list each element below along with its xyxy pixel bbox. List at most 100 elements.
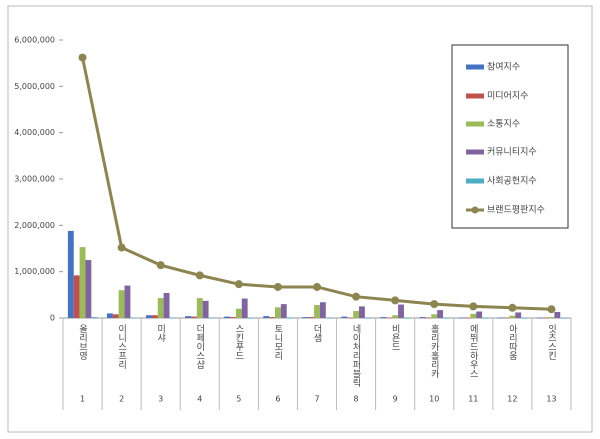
y-tick-label: 1,000,000	[14, 267, 55, 276]
line-marker	[508, 303, 517, 312]
bar	[515, 312, 522, 318]
bar	[497, 317, 504, 319]
bar	[169, 317, 176, 319]
line-marker	[273, 282, 282, 291]
bar	[509, 315, 516, 318]
legend-label: 브랜드평판지수	[487, 205, 545, 216]
bar	[325, 317, 332, 319]
bar	[106, 313, 113, 318]
x-tick-label: 토니모리	[272, 324, 282, 361]
y-tick-label: 3,000,000	[14, 175, 55, 184]
bar	[224, 316, 231, 318]
bar	[79, 247, 86, 318]
bar	[314, 305, 320, 318]
y-tick-label: 0	[50, 314, 55, 323]
rank-label: 9	[393, 395, 398, 404]
rank-label: 12	[507, 395, 517, 404]
x-tick-label: 비욘드	[390, 324, 400, 351]
bar	[302, 317, 309, 318]
line-marker	[430, 300, 439, 309]
bar	[341, 316, 348, 318]
legend-swatch	[466, 149, 484, 155]
bar	[380, 317, 387, 318]
line-marker	[117, 243, 126, 252]
bar	[151, 315, 158, 318]
rank-label: 7	[314, 395, 319, 404]
legend-label: 사회공헌지수	[487, 176, 537, 187]
line-marker	[78, 53, 87, 62]
legend-swatch	[471, 206, 479, 214]
bar	[124, 285, 131, 318]
legend-label: 참여지수	[487, 61, 520, 73]
legend-label: 커뮤니티지수	[487, 147, 537, 158]
bar	[443, 317, 449, 319]
bar	[263, 316, 270, 318]
y-tick-label: 2,000,000	[14, 221, 55, 230]
bar	[112, 314, 119, 318]
rank-label: 6	[275, 395, 280, 404]
line-marker	[234, 280, 243, 289]
bar	[386, 317, 393, 319]
bar	[554, 311, 561, 318]
bar	[476, 311, 483, 318]
rank-label: 3	[158, 395, 163, 404]
bar	[274, 307, 281, 318]
bar	[347, 317, 354, 319]
legend-label: 소통지수	[487, 119, 520, 130]
bar	[67, 230, 74, 318]
line-marker	[195, 271, 204, 280]
line-marker	[547, 305, 556, 314]
x-tick-label: 홀리카홀리카	[429, 323, 439, 379]
bar	[364, 317, 371, 319]
bar	[146, 315, 152, 318]
bar	[73, 275, 80, 318]
line-marker	[313, 282, 321, 291]
bar	[118, 290, 125, 318]
rank-label: 2	[119, 395, 124, 404]
x-tick-label: 미샤	[155, 324, 165, 343]
bar	[208, 317, 215, 319]
legend-label: 미디어지수	[487, 91, 528, 102]
line-marker	[391, 296, 400, 305]
x-tick-label: 잇츠스킨	[546, 323, 556, 360]
bar	[419, 317, 426, 318]
line-marker	[352, 292, 361, 301]
x-tick-label: 이니스프리	[116, 324, 126, 370]
bar	[403, 317, 410, 319]
bar	[458, 317, 465, 319]
x-tick-label: 더페이스샵	[194, 324, 204, 369]
bar	[241, 298, 248, 318]
bar	[91, 317, 98, 318]
rank-label: 10	[429, 395, 439, 404]
rank-label: 13	[546, 395, 556, 404]
bar	[269, 317, 275, 318]
bar	[235, 308, 242, 318]
bar	[280, 304, 287, 318]
bar	[431, 314, 438, 318]
bar	[482, 317, 488, 319]
rank-label: 8	[354, 395, 359, 404]
bar	[196, 298, 203, 318]
legend-swatch	[466, 93, 484, 99]
line-marker	[156, 261, 165, 270]
y-tick-label: 6,000,000	[14, 36, 55, 45]
bar	[157, 298, 164, 318]
bar	[392, 315, 399, 318]
bar	[542, 317, 549, 319]
bar	[398, 304, 404, 318]
rank-label: 5	[236, 395, 241, 404]
bar	[130, 317, 137, 319]
bar	[560, 317, 567, 319]
bar	[464, 317, 471, 319]
x-tick-label: 아리따움	[507, 324, 517, 360]
legend-swatch	[466, 178, 484, 184]
legend-box	[451, 44, 569, 229]
line-marker	[469, 302, 478, 311]
x-tick-label: 네이처리퍼블릭	[351, 324, 361, 388]
bar	[230, 317, 236, 318]
x-tick-label: 올리브영	[77, 324, 87, 360]
bar	[437, 310, 444, 318]
bar	[548, 317, 555, 318]
bar	[521, 317, 528, 319]
